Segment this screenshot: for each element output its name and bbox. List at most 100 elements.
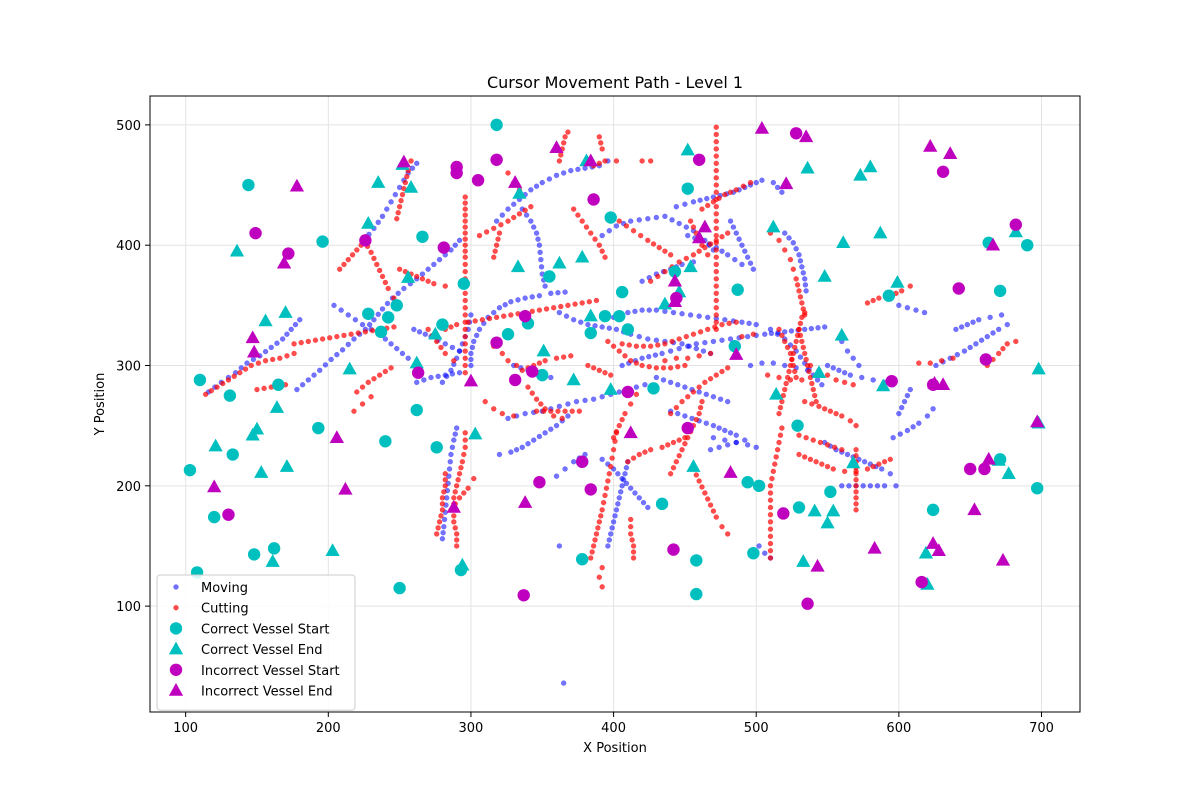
correct-vessel-end-point [512, 185, 527, 199]
cutting-point [819, 461, 825, 467]
cutting-point [597, 140, 604, 146]
cutting-point [1004, 341, 1011, 347]
cutting-point [774, 446, 781, 453]
incorrect-vessel-start-point [801, 597, 814, 610]
cutting-point [650, 241, 657, 247]
cutting-point [593, 531, 600, 537]
cutting-point [452, 525, 458, 531]
cutting-point [767, 511, 774, 518]
cutting-point [739, 333, 745, 340]
cutting-point [767, 526, 774, 532]
correct-vessel-start-legend-marker [169, 622, 183, 635]
cutting-point [565, 129, 571, 135]
moving-point [525, 440, 531, 447]
cutting-point [777, 432, 784, 439]
moving-point [722, 317, 728, 323]
moving-point [653, 307, 660, 313]
moving-point [616, 495, 623, 501]
cutting-point [558, 152, 564, 158]
cutting-point [713, 312, 720, 318]
cutting-point [769, 475, 775, 482]
cutting-point [673, 355, 680, 362]
correct-vessel-start-point [272, 378, 285, 391]
correct-vessel-end-point [279, 459, 295, 472]
cutting-point [797, 332, 804, 339]
moving-point [670, 309, 677, 316]
cutting-point [713, 232, 720, 239]
cutting-point [629, 537, 635, 543]
cutting-point [779, 398, 785, 405]
cutting-point [462, 206, 468, 212]
legend-box [156, 574, 356, 711]
moving-point [613, 326, 620, 333]
moving-point [394, 345, 400, 352]
moving-point [453, 425, 460, 431]
x-tick-label: 100 [173, 721, 198, 736]
incorrect-vessel-end-point [247, 344, 262, 358]
correct-vessel-end-point [890, 274, 905, 288]
cutting-point [345, 256, 352, 263]
incorrect-vessel-start-point [490, 153, 503, 166]
cutting-point [453, 321, 460, 328]
correct-vessel-start-point [362, 307, 375, 320]
moving-point [739, 261, 745, 268]
moving-point [733, 439, 739, 446]
incorrect-vessel-start-point [963, 462, 977, 476]
legend-label: Cutting [201, 602, 249, 617]
correct-vessel-start-point [430, 441, 443, 454]
cutting-point [699, 484, 705, 490]
plot-frame [149, 95, 1081, 713]
cutting-point [801, 454, 808, 460]
correct-vessel-start-point [393, 581, 406, 595]
moving-point [697, 197, 703, 204]
moving-point [732, 256, 738, 263]
moving-point [636, 217, 642, 223]
cutting-point [767, 497, 774, 503]
moving-point [913, 307, 919, 313]
cutting-point [505, 357, 511, 364]
cutting-point [465, 319, 471, 325]
moving-point [747, 362, 754, 369]
cutting-point [550, 305, 557, 311]
moving-point [954, 351, 961, 358]
moving-point [443, 373, 450, 380]
incorrect-vessel-start-point [490, 336, 503, 349]
plot-marks [183, 118, 1046, 686]
correct-vessel-start-point [382, 311, 395, 324]
moving-point [716, 425, 722, 431]
moving-point [528, 187, 534, 193]
cutting-point [673, 459, 680, 465]
cutting-point [602, 158, 608, 164]
moving-point [878, 466, 885, 472]
correct-vessel-start-point [882, 289, 896, 302]
cutting-point [787, 377, 794, 383]
cutting-point [462, 355, 468, 362]
cutting-point [676, 259, 682, 265]
cutting-point [493, 242, 500, 248]
cutting-point [626, 342, 633, 348]
moving-point [441, 523, 447, 530]
cutting-point [640, 343, 647, 349]
correct-vessel-start-point [207, 510, 221, 524]
cutting-point [486, 315, 493, 322]
moving-point [359, 321, 366, 328]
incorrect-vessel-start-point [667, 543, 680, 556]
cutting-point [525, 384, 531, 390]
cutting-point [462, 333, 468, 340]
correct-vessel-end-point [686, 459, 701, 472]
moving-point [639, 307, 645, 313]
moving-point [742, 248, 748, 254]
cutting-point [341, 332, 347, 339]
cutting-point [831, 444, 838, 451]
moving-point [575, 166, 581, 173]
cutting-point [562, 134, 568, 140]
moving-point [392, 191, 399, 198]
cutting-point [528, 203, 534, 210]
cutting-point [602, 492, 608, 499]
cutting-point [609, 455, 615, 461]
cutting-point [662, 357, 668, 364]
cutting-point [403, 173, 410, 180]
moving-point [615, 501, 621, 507]
moving-point [710, 338, 717, 345]
moving-point [379, 213, 386, 220]
